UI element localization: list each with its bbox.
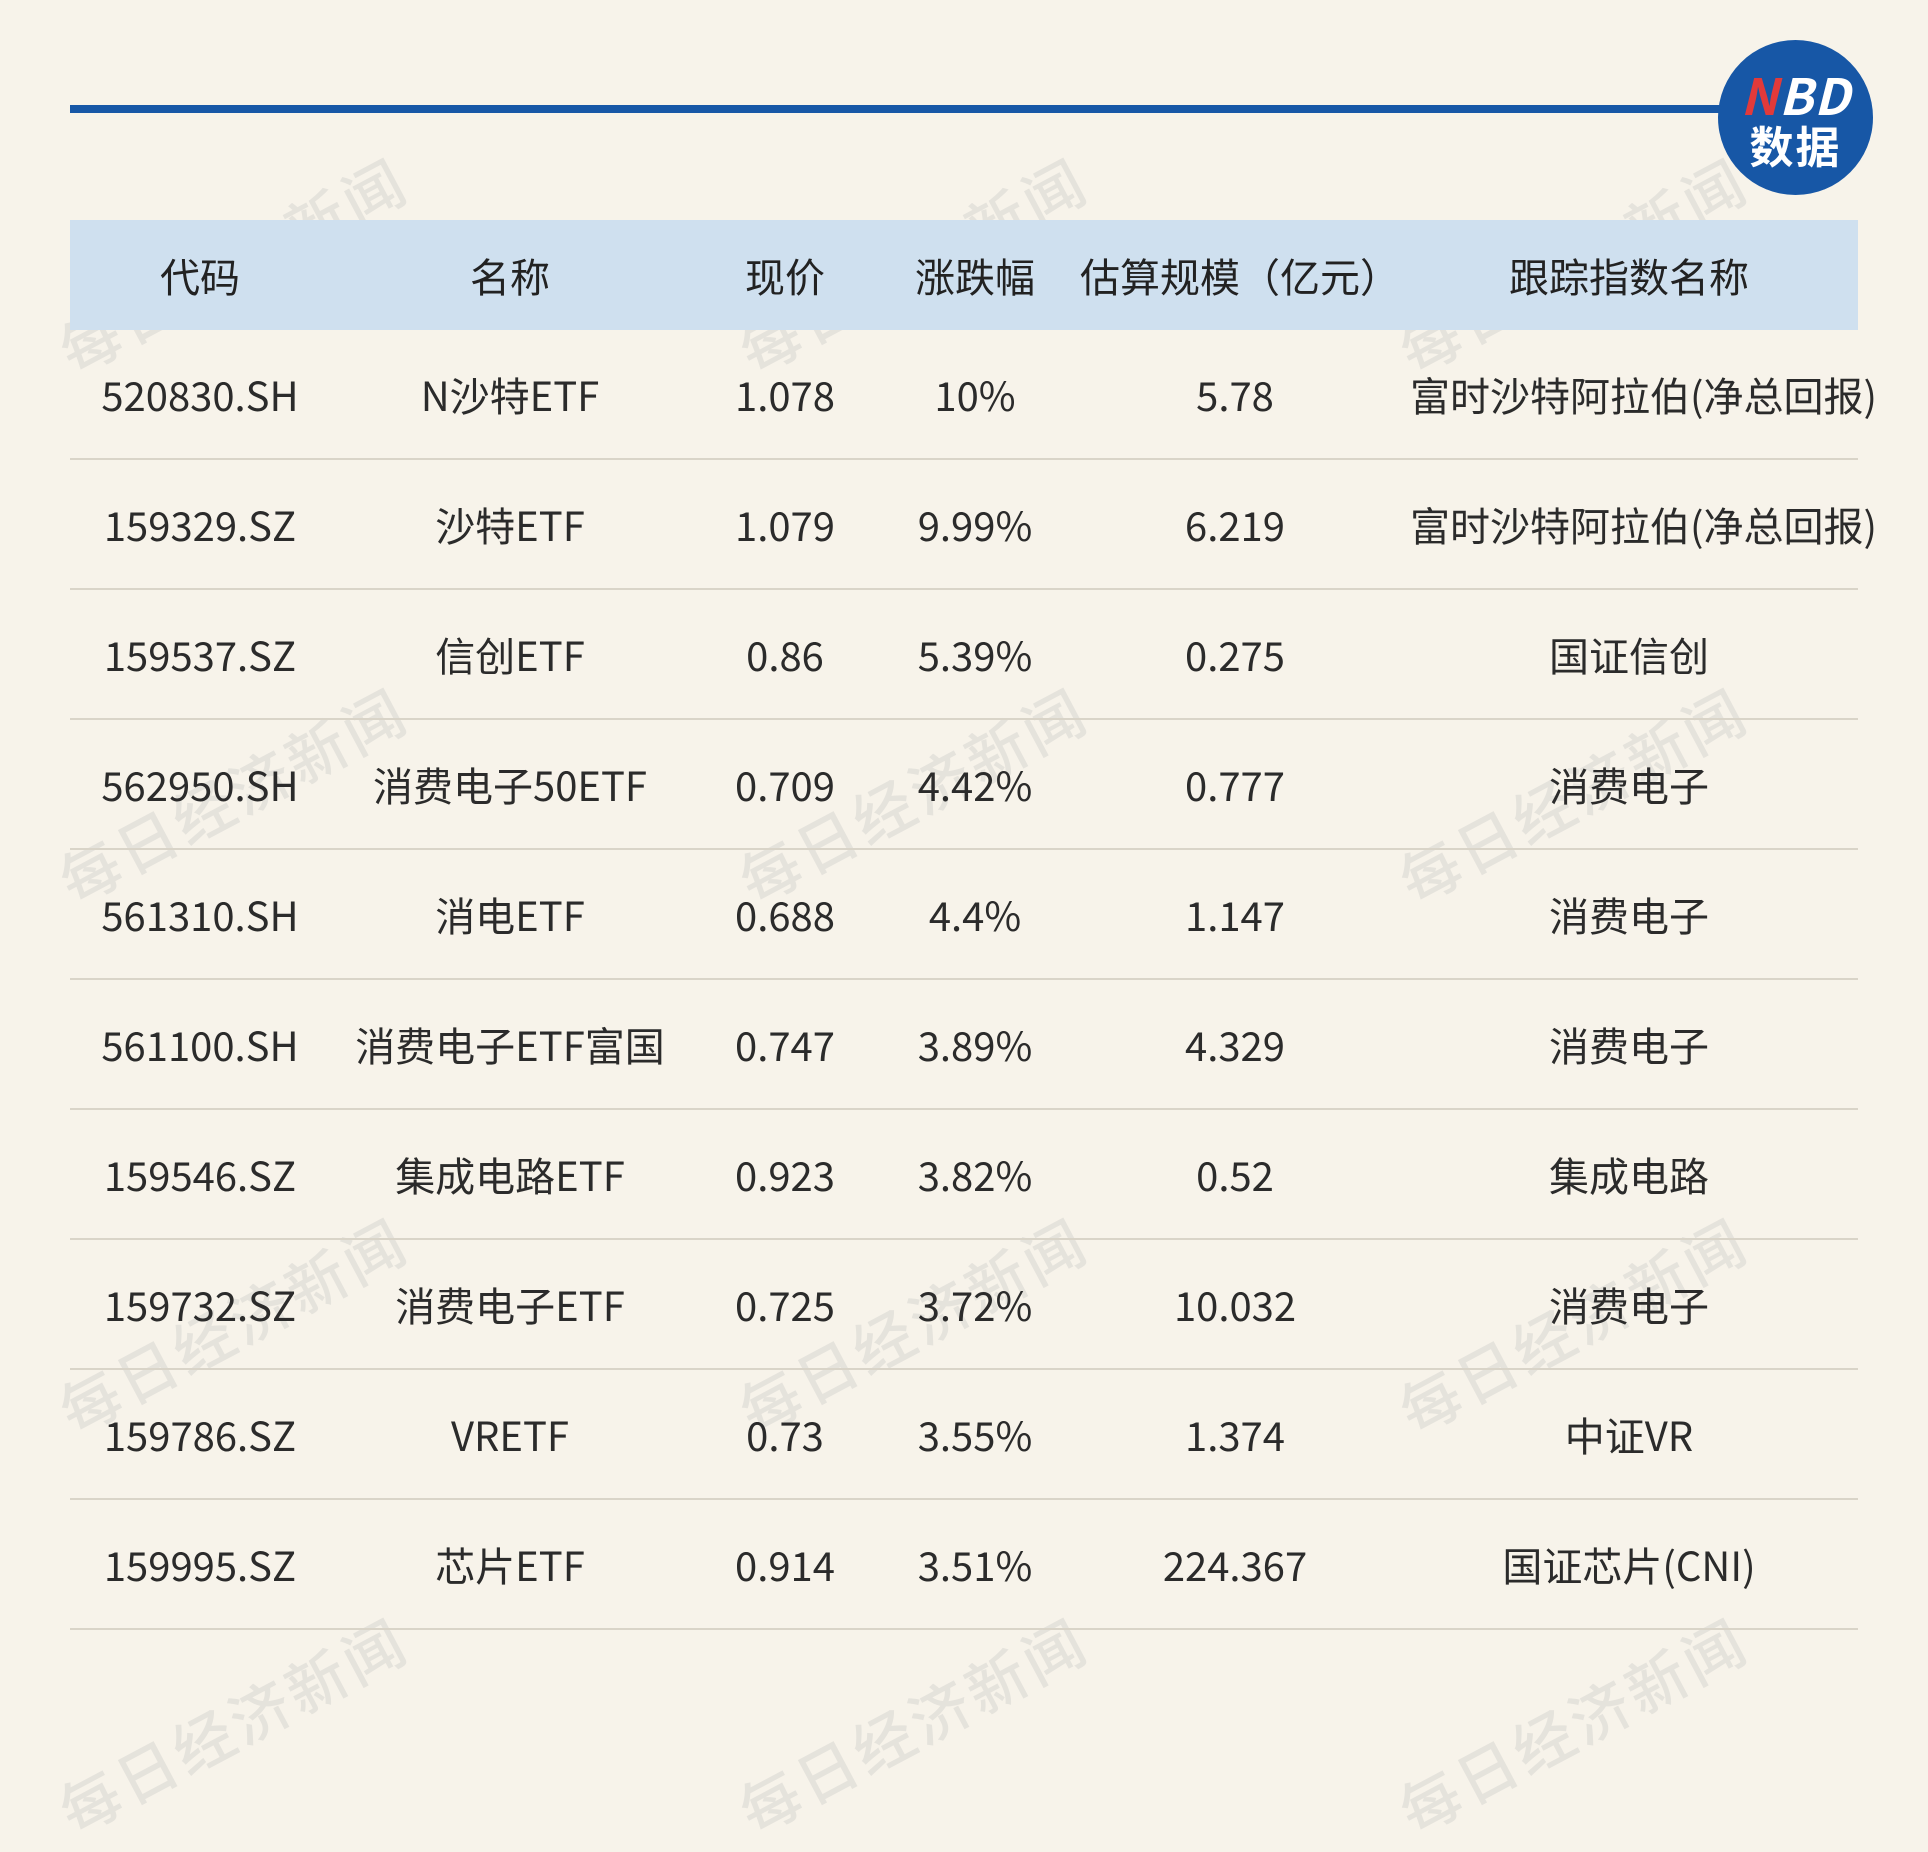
table-cell: 224.367 [1070,1535,1400,1593]
table-cell: 0.709 [690,755,880,813]
watermark: 每日经济新闻 [42,1595,422,1852]
table-cell: 159995.SZ [70,1535,330,1593]
table-row: 159732.SZ消费电子ETF0.7253.72%10.032消费电子 [70,1240,1858,1370]
table-cell: 0.747 [690,1015,880,1073]
table-cell: 10% [880,365,1070,423]
etf-table: 代码 名称 现价 涨跌幅 估算规模（亿元） 跟踪指数名称 520830.SHN沙… [70,220,1858,1630]
table-cell: 159786.SZ [70,1405,330,1463]
table-cell: 1.147 [1070,885,1400,943]
table-cell: 消电ETF [330,885,690,943]
table-cell: 520830.SH [70,365,330,423]
table-cell: 信创ETF [330,625,690,683]
table-cell: 消费电子50ETF [330,755,690,813]
table-cell: 沙特ETF [330,495,690,553]
watermark: 每日经济新闻 [722,1595,1102,1852]
table-cell: 159537.SZ [70,625,330,683]
table-cell: 国证信创 [1400,625,1858,683]
table-cell: 159329.SZ [70,495,330,553]
table-cell: 1.079 [690,495,880,553]
table-cell: 3.55% [880,1405,1070,1463]
table-row: 520830.SHN沙特ETF1.07810%5.78富时沙特阿拉伯(净总回报) [70,330,1858,460]
top-rule [70,105,1858,113]
col-header-index: 跟踪指数名称 [1400,246,1858,304]
table-row: 562950.SH消费电子50ETF0.7094.42%0.777消费电子 [70,720,1858,850]
table-cell: 159732.SZ [70,1275,330,1333]
table-cell: 0.73 [690,1405,880,1463]
table-cell: 0.923 [690,1145,880,1203]
table-cell: 中证VR [1400,1405,1858,1463]
table-cell: VRETF [330,1405,690,1463]
table-cell: 561100.SH [70,1015,330,1073]
table-cell: 0.52 [1070,1145,1400,1203]
table-cell: 0.725 [690,1275,880,1333]
table-header-row: 代码 名称 现价 涨跌幅 估算规模（亿元） 跟踪指数名称 [70,220,1858,330]
table-cell: 3.51% [880,1535,1070,1593]
table-cell: 4.329 [1070,1015,1400,1073]
table-cell: 消费电子 [1400,1015,1858,1073]
page-root: 每日经济新闻每日经济新闻每日经济新闻每日经济新闻每日经济新闻每日经济新闻每日经济… [0,0,1928,1710]
col-header-change: 涨跌幅 [880,246,1070,304]
watermark: 每日经济新闻 [1382,1595,1762,1852]
table-cell: 消费电子 [1400,885,1858,943]
table-cell: 0.777 [1070,755,1400,813]
table-cell: 562950.SH [70,755,330,813]
table-cell: 9.99% [880,495,1070,553]
table-cell: 4.4% [880,885,1070,943]
table-cell: 0.688 [690,885,880,943]
table-cell: 消费电子 [1400,755,1858,813]
table-cell: 5.39% [880,625,1070,683]
table-cell: 6.219 [1070,495,1400,553]
table-cell: 0.275 [1070,625,1400,683]
table-cell: 3.82% [880,1145,1070,1203]
table-cell: 消费电子 [1400,1275,1858,1333]
col-header-scale: 估算规模（亿元） [1070,246,1400,304]
table-cell: 0.914 [690,1535,880,1593]
col-header-name: 名称 [330,246,690,304]
table-cell: 3.89% [880,1015,1070,1073]
table-cell: 国证芯片(CNI) [1400,1535,1858,1593]
table-row: 159546.SZ集成电路ETF0.9233.82%0.52集成电路 [70,1110,1858,1240]
col-header-price: 现价 [690,246,880,304]
badge-line2: 数据 [1750,121,1842,167]
table-row: 159786.SZVRETF0.733.55%1.374中证VR [70,1370,1858,1500]
table-row: 159537.SZ信创ETF0.865.39%0.275国证信创 [70,590,1858,720]
table-cell: 芯片ETF [330,1535,690,1593]
table-cell: 富时沙特阿拉伯(净总回报) [1400,365,1887,423]
table-cell: 1.374 [1070,1405,1400,1463]
table-cell: 富时沙特阿拉伯(净总回报) [1400,495,1887,553]
table-cell: 消费电子ETF富国 [330,1015,690,1073]
table-cell: 159546.SZ [70,1145,330,1203]
table-cell: 4.42% [880,755,1070,813]
table-cell: 0.86 [690,625,880,683]
table-row: 561310.SH消电ETF0.6884.4%1.147消费电子 [70,850,1858,980]
table-cell: 3.72% [880,1275,1070,1333]
nbd-badge: NBD 数据 [1718,40,1873,195]
table-cell: 5.78 [1070,365,1400,423]
col-header-code: 代码 [70,246,330,304]
table-cell: 1.078 [690,365,880,423]
table-body: 520830.SHN沙特ETF1.07810%5.78富时沙特阿拉伯(净总回报)… [70,330,1858,1630]
table-cell: 消费电子ETF [330,1275,690,1333]
table-cell: N沙特ETF [330,365,690,423]
table-cell: 10.032 [1070,1275,1400,1333]
table-row: 159995.SZ芯片ETF0.9143.51%224.367国证芯片(CNI) [70,1500,1858,1630]
table-cell: 集成电路 [1400,1145,1858,1203]
table-cell: 561310.SH [70,885,330,943]
table-row: 561100.SH消费电子ETF富国0.7473.89%4.329消费电子 [70,980,1858,1110]
table-cell: 集成电路ETF [330,1145,690,1203]
table-row: 159329.SZ沙特ETF1.0799.99%6.219富时沙特阿拉伯(净总回… [70,460,1858,590]
